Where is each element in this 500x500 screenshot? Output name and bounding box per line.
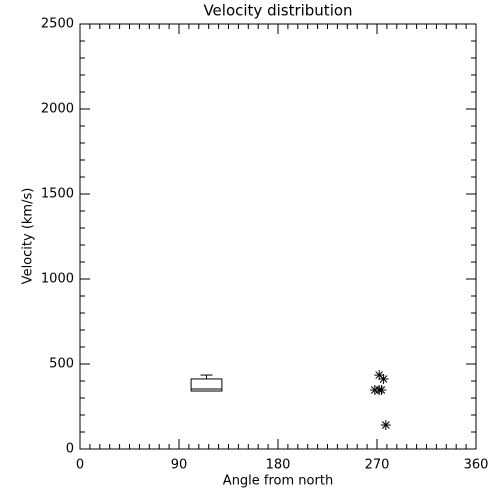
y-tick-label: 500 [49, 357, 74, 372]
box [190, 378, 223, 392]
x-tick-label: 180 [266, 458, 291, 473]
x-axis-label: Angle from north [223, 474, 333, 489]
point-stroke [379, 375, 388, 383]
y-tick-label: 2500 [41, 17, 74, 32]
point [378, 373, 389, 384]
point [376, 385, 387, 396]
x-tick-label: 90 [171, 458, 188, 473]
point-stroke [377, 386, 386, 394]
x-tick-label: 270 [365, 458, 390, 473]
y-tick-label: 2000 [41, 102, 74, 117]
y-axis-label: Velocity (km/s) [21, 188, 36, 285]
y-tick-label: 0 [66, 442, 74, 457]
y-tick-label: 1500 [41, 187, 74, 202]
chart-title: Velocity distribution [203, 2, 352, 20]
x-tick-label: 360 [464, 458, 489, 473]
point-stroke [375, 371, 384, 379]
point-stroke [381, 421, 390, 429]
point [380, 420, 391, 431]
x-tick-label: 0 [76, 458, 84, 473]
y-tick-label: 1000 [41, 272, 74, 287]
